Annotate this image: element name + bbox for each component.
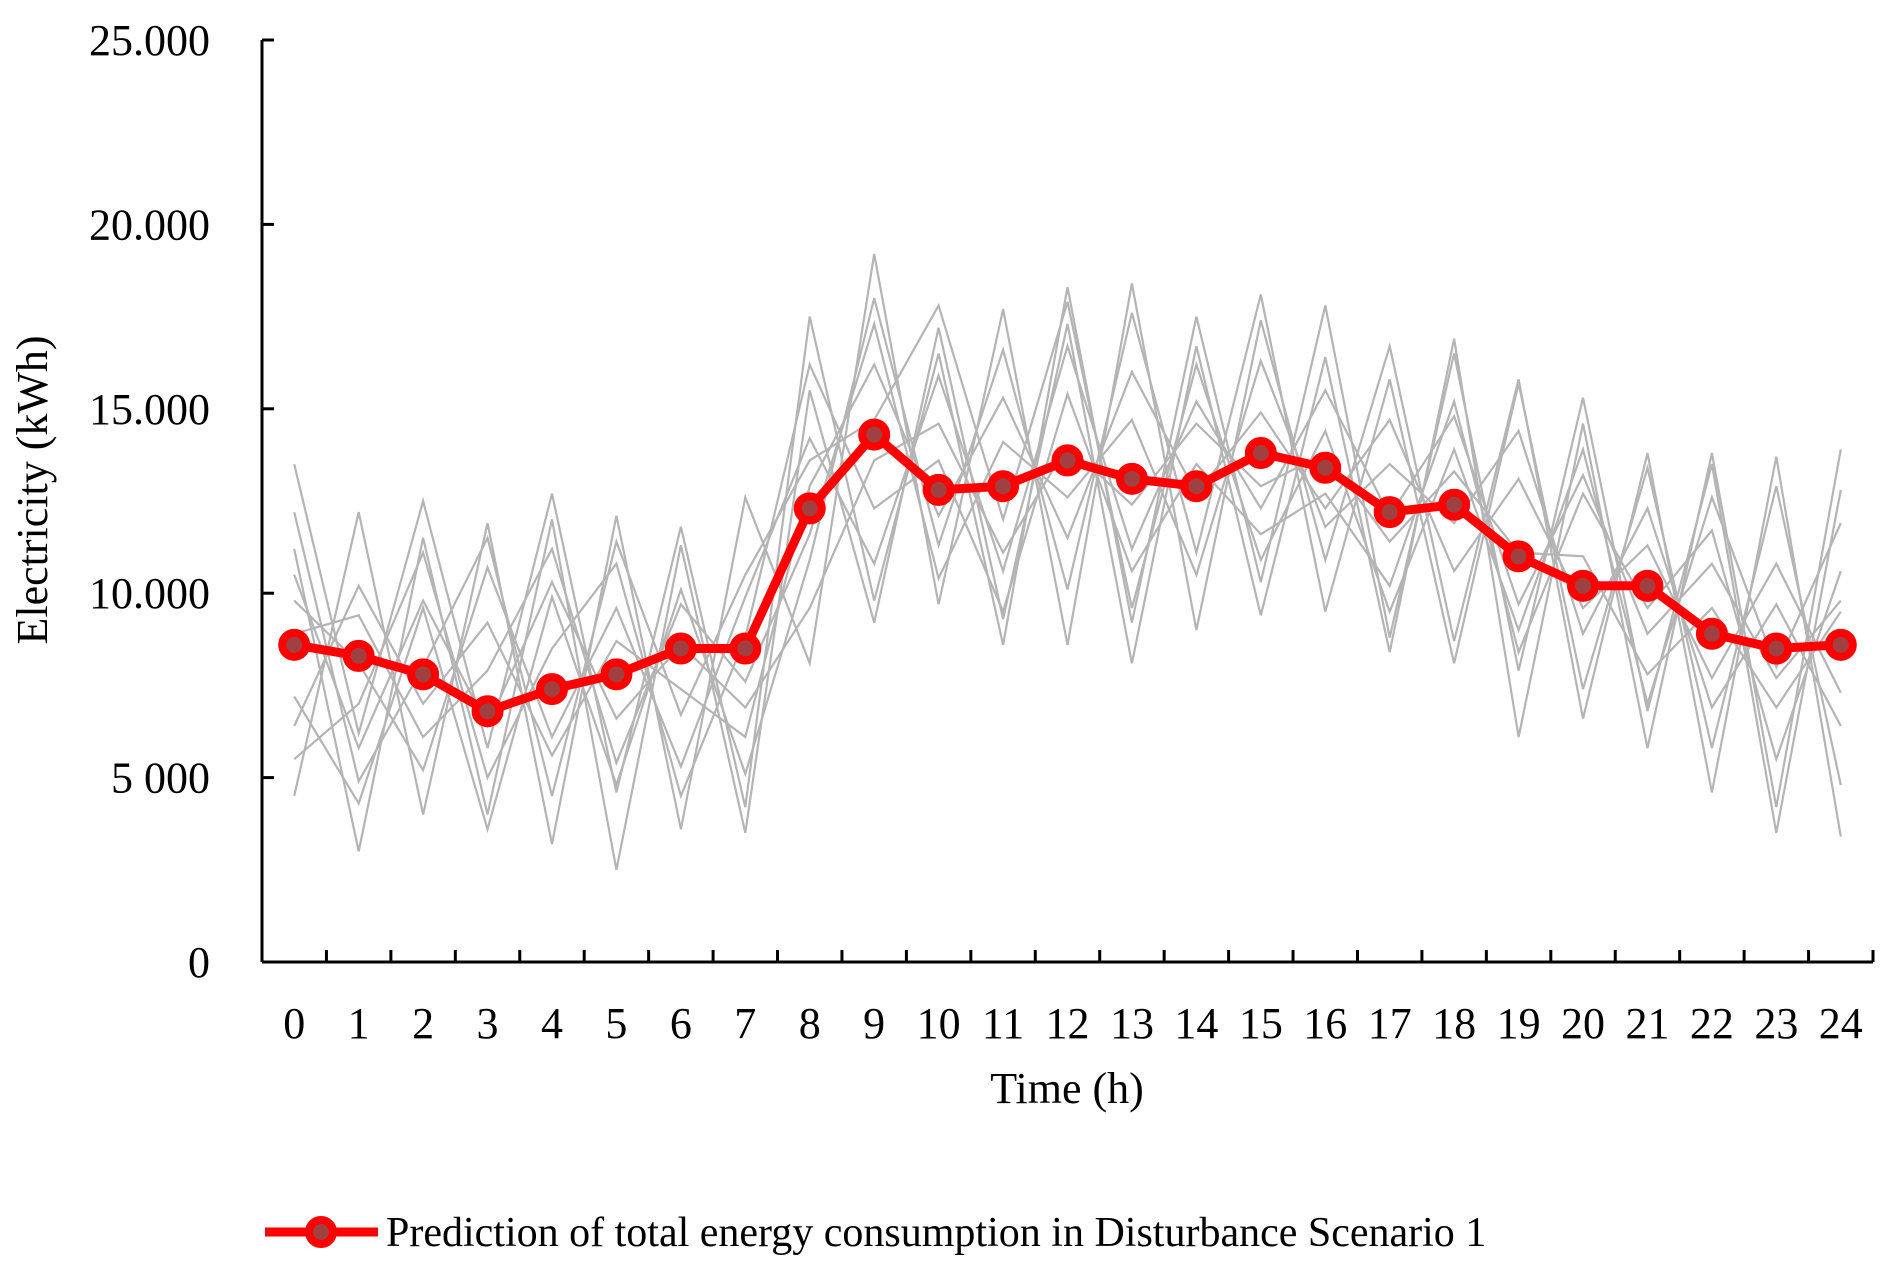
x-tick-label: 3: [477, 999, 499, 1048]
legend: Prediction of total energy consumption i…: [265, 1210, 1486, 1256]
x-tick-label: 10: [917, 999, 961, 1048]
x-tick-label: 5: [605, 999, 627, 1048]
series-point: [793, 492, 826, 525]
y-tick-label: 5 000: [111, 754, 210, 803]
axes: [260, 40, 1873, 964]
series-point: [1373, 496, 1406, 529]
series-point: [1631, 569, 1664, 602]
legend-marker: [305, 1216, 337, 1248]
series-point: [1309, 451, 1342, 484]
x-tick-label: 14: [1174, 999, 1218, 1048]
main-series-group: [278, 418, 1857, 728]
series-point: [1567, 569, 1600, 602]
x-tick-label: 9: [863, 999, 885, 1048]
x-tick-label: 2: [412, 999, 434, 1048]
background-series-line: [293, 253, 1842, 845]
background-series-line: [293, 361, 1842, 800]
series-point: [471, 695, 504, 728]
series-point: [1824, 628, 1857, 661]
x-tick-label: 4: [541, 999, 563, 1048]
y-tick-label: 10.000: [89, 569, 210, 618]
series-point: [342, 639, 375, 672]
x-tick-label: 18: [1432, 999, 1476, 1048]
series-point: [664, 632, 697, 665]
x-tick-label: 24: [1819, 999, 1863, 1048]
series-point: [1244, 437, 1277, 470]
y-axis-ticks: 0 5 000 10.000 15.000 20.000 25.000: [89, 16, 274, 987]
x-tick-label: 7: [734, 999, 756, 1048]
background-series-line: [293, 286, 1842, 834]
background-series-line: [293, 319, 1842, 767]
series-point: [1180, 470, 1213, 503]
series-point: [1760, 632, 1793, 665]
series-point: [278, 628, 311, 661]
y-tick-label: 15.000: [89, 385, 210, 434]
y-tick-label: 25.000: [89, 16, 210, 65]
x-tick-label: 19: [1497, 999, 1541, 1048]
x-tick-label: 16: [1303, 999, 1347, 1048]
series-point: [1502, 540, 1535, 573]
legend-label: Prediction of total energy consumption i…: [386, 1210, 1486, 1256]
y-tick-label: 0: [188, 938, 210, 987]
series-point: [600, 658, 633, 691]
x-tick-label: 22: [1690, 999, 1734, 1048]
background-series-line: [293, 323, 1842, 871]
x-axis-ticks: 0 1 2 3 4 5 6 7 8 9 10 11 12 13 14 15 16 17 18 19 20 21 22 23 24: [260, 950, 1875, 1048]
x-tick-label: 21: [1625, 999, 1669, 1048]
series-point: [1115, 462, 1148, 495]
x-tick-label: 23: [1754, 999, 1798, 1048]
x-axis-label: Time (h): [990, 1064, 1144, 1113]
series-point: [987, 470, 1020, 503]
background-series-group: [293, 253, 1842, 871]
background-series-line: [293, 361, 1842, 758]
x-tick-label: 8: [799, 999, 821, 1048]
x-tick-label: 13: [1110, 999, 1154, 1048]
series-point: [922, 473, 955, 506]
background-series-line: [293, 301, 1842, 797]
x-tick-label: 11: [982, 999, 1024, 1048]
x-tick-label: 20: [1561, 999, 1605, 1048]
background-series-line: [293, 342, 1842, 773]
series-point: [407, 658, 440, 691]
y-axis-label: Electricity (kWh): [8, 335, 57, 644]
x-tick-label: 0: [283, 999, 305, 1048]
series-point: [1695, 617, 1728, 650]
series-point: [729, 632, 762, 665]
x-tick-label: 6: [670, 999, 692, 1048]
series-point: [535, 673, 568, 706]
x-tick-label: 1: [348, 999, 370, 1048]
x-tick-label: 17: [1368, 999, 1412, 1048]
series-point: [1438, 488, 1471, 521]
y-tick-label: 20.000: [89, 200, 210, 249]
background-series-line: [293, 294, 1842, 834]
series-point: [1051, 444, 1084, 477]
series-point: [858, 418, 891, 451]
x-tick-label: 12: [1046, 999, 1090, 1048]
x-tick-label: 15: [1239, 999, 1283, 1048]
